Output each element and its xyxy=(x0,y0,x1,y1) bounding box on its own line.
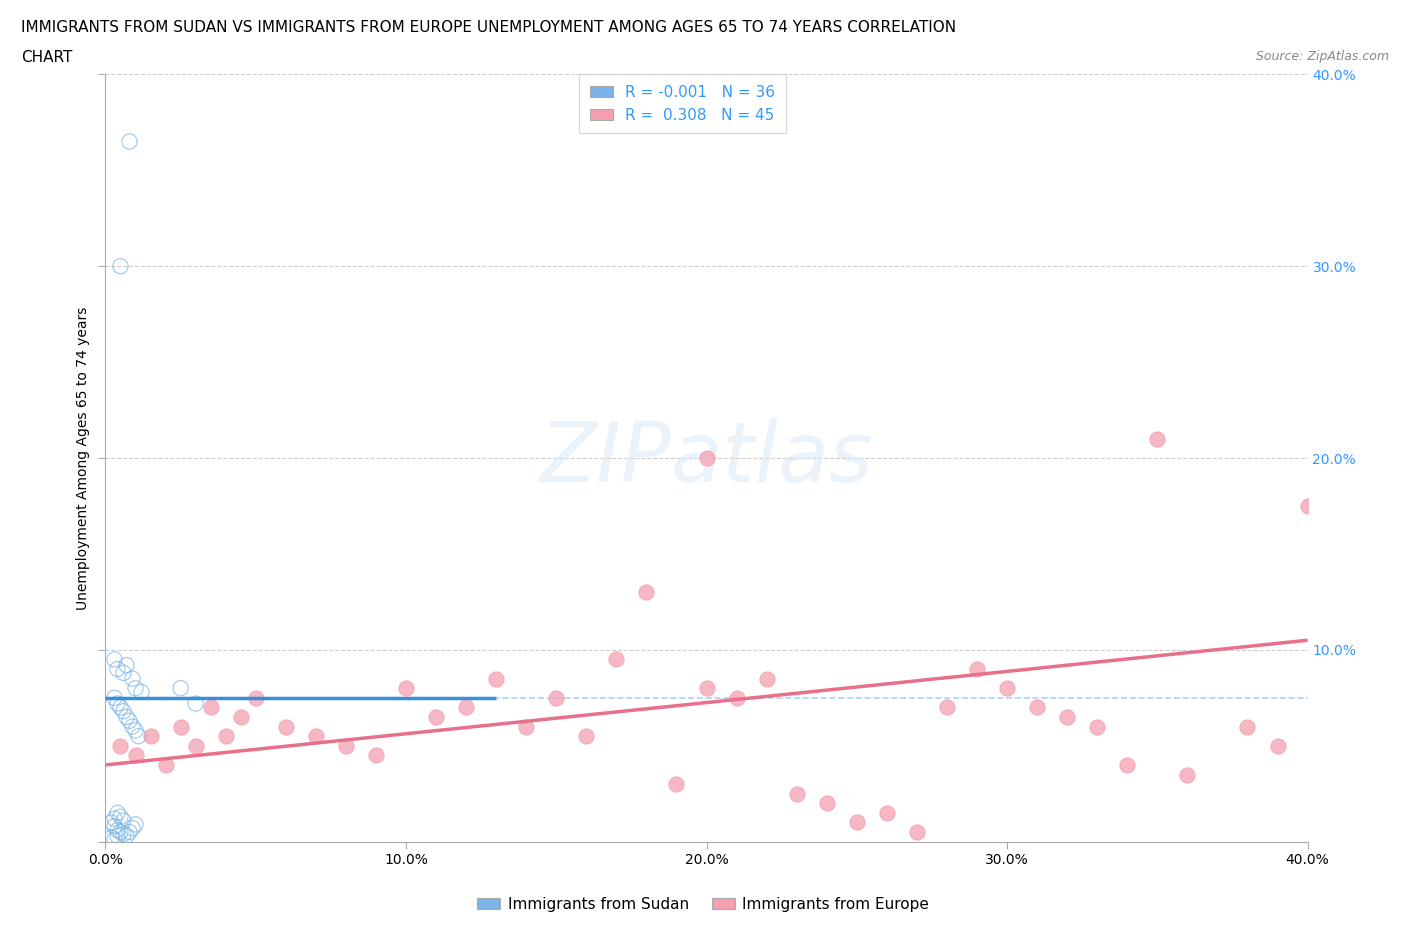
Point xyxy=(115,710,138,724)
Point xyxy=(1236,719,1258,734)
Point xyxy=(155,757,177,772)
Point xyxy=(1056,710,1078,724)
Point xyxy=(335,738,357,753)
Y-axis label: Unemployment Among Ages 65 to 74 years: Unemployment Among Ages 65 to 74 years xyxy=(76,306,90,610)
Point xyxy=(124,723,146,737)
Point xyxy=(124,817,146,831)
Point xyxy=(845,815,868,830)
Point xyxy=(274,719,297,734)
Point xyxy=(200,700,222,715)
Point xyxy=(184,738,207,753)
Text: CHART: CHART xyxy=(21,50,73,65)
Point xyxy=(546,690,568,705)
Point xyxy=(1146,432,1168,446)
Legend: Immigrants from Sudan, Immigrants from Europe: Immigrants from Sudan, Immigrants from E… xyxy=(471,891,935,918)
Point xyxy=(112,813,135,828)
Point xyxy=(103,811,125,826)
Point xyxy=(786,786,808,801)
Point xyxy=(128,729,150,744)
Point xyxy=(115,829,138,844)
Point xyxy=(305,729,328,744)
Point xyxy=(966,661,988,676)
Point xyxy=(214,729,236,744)
Point xyxy=(1026,700,1049,715)
Point xyxy=(110,259,132,273)
Point xyxy=(184,697,207,711)
Point xyxy=(636,585,658,600)
Point xyxy=(110,809,132,824)
Point xyxy=(1267,738,1289,753)
Point xyxy=(995,681,1018,696)
Text: Source: ZipAtlas.com: Source: ZipAtlas.com xyxy=(1256,50,1389,63)
Point xyxy=(121,821,143,836)
Point xyxy=(103,819,125,834)
Point xyxy=(103,832,125,847)
Point xyxy=(124,748,146,763)
Point xyxy=(100,830,122,845)
Point xyxy=(139,729,162,744)
Point xyxy=(515,719,537,734)
Point xyxy=(110,825,132,840)
Point xyxy=(107,829,129,844)
Point xyxy=(1175,767,1198,782)
Point xyxy=(395,681,418,696)
Point xyxy=(696,451,718,466)
Point xyxy=(118,825,141,840)
Point xyxy=(696,681,718,696)
Point xyxy=(169,681,191,696)
Point xyxy=(1085,719,1108,734)
Point xyxy=(876,805,898,820)
Point xyxy=(665,777,688,791)
Point xyxy=(755,671,778,686)
Point xyxy=(725,690,748,705)
Point xyxy=(229,710,252,724)
Point xyxy=(425,710,447,724)
Point xyxy=(110,738,132,753)
Point xyxy=(115,658,138,672)
Point xyxy=(169,719,191,734)
Point xyxy=(112,666,135,681)
Point xyxy=(107,805,129,820)
Point xyxy=(364,748,387,763)
Point xyxy=(1116,757,1139,772)
Point xyxy=(815,796,838,811)
Point xyxy=(124,681,146,696)
Point xyxy=(103,652,125,667)
Point xyxy=(110,700,132,715)
Point xyxy=(121,719,143,734)
Point xyxy=(454,700,477,715)
Point xyxy=(485,671,508,686)
Legend: R = -0.001   N = 36, R =  0.308   N = 45: R = -0.001 N = 36, R = 0.308 N = 45 xyxy=(579,74,786,133)
Point xyxy=(1296,498,1319,513)
Point xyxy=(118,134,141,149)
Point xyxy=(936,700,959,715)
Point xyxy=(107,823,129,838)
Point xyxy=(905,825,928,840)
Point xyxy=(131,684,153,699)
Point xyxy=(107,661,129,676)
Point xyxy=(121,671,143,686)
Point xyxy=(118,713,141,728)
Point xyxy=(107,697,129,711)
Point xyxy=(112,827,135,842)
Point xyxy=(245,690,267,705)
Point xyxy=(605,652,627,667)
Text: IMMIGRANTS FROM SUDAN VS IMMIGRANTS FROM EUROPE UNEMPLOYMENT AMONG AGES 65 TO 74: IMMIGRANTS FROM SUDAN VS IMMIGRANTS FROM… xyxy=(21,20,956,35)
Point xyxy=(112,704,135,719)
Text: ZIPatlas: ZIPatlas xyxy=(540,418,873,498)
Point xyxy=(575,729,598,744)
Point xyxy=(100,815,122,830)
Point xyxy=(103,690,125,705)
